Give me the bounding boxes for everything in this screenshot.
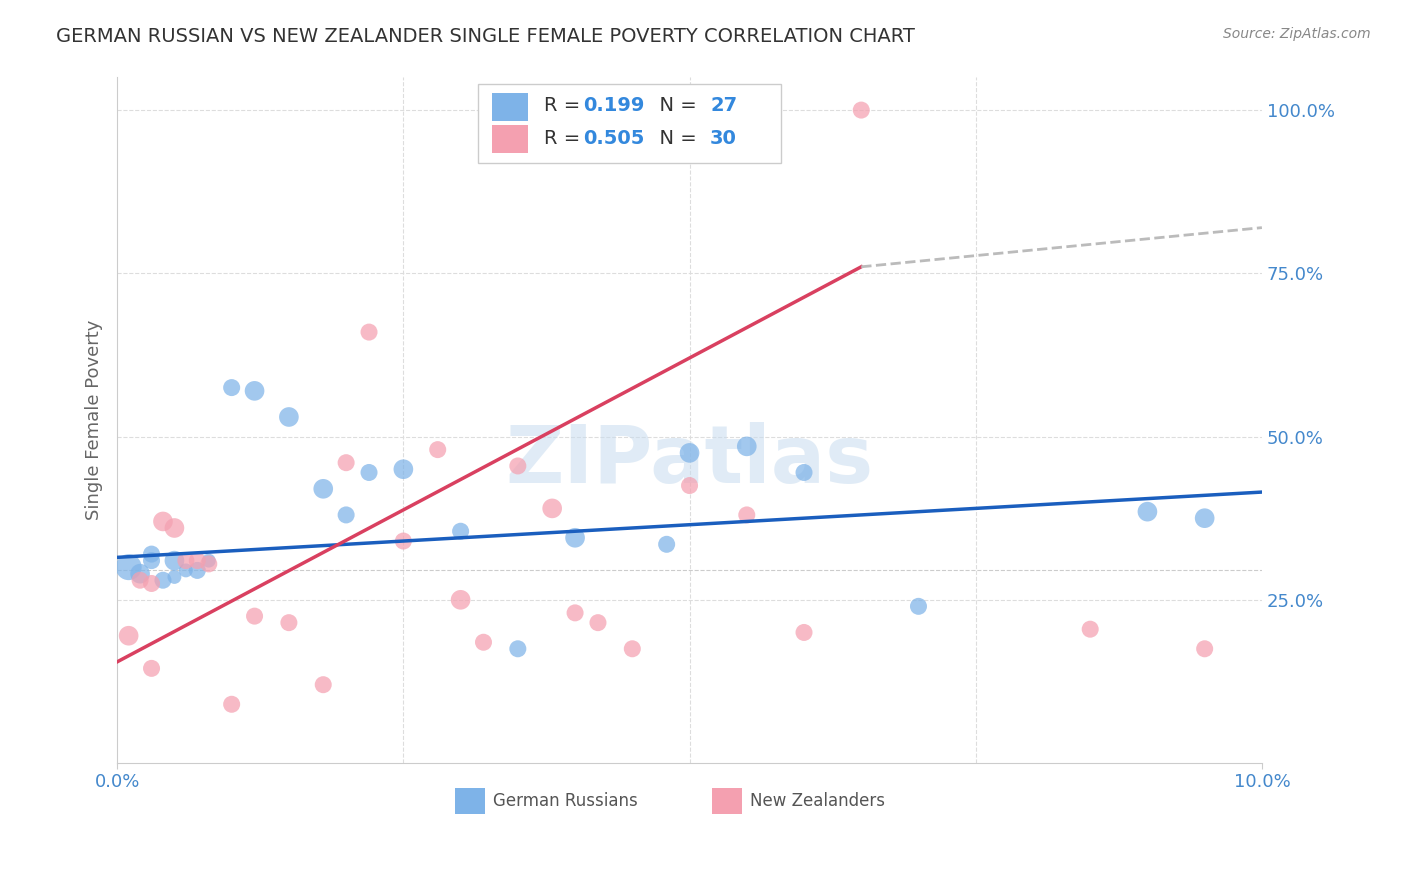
Point xyxy=(357,466,380,480)
Point xyxy=(450,592,472,607)
Y-axis label: Single Female Poverty: Single Female Poverty xyxy=(86,320,103,520)
Point xyxy=(541,501,564,516)
Point xyxy=(141,554,163,568)
Point xyxy=(141,661,163,675)
Point xyxy=(117,560,139,574)
Text: ZIPatlas: ZIPatlas xyxy=(505,423,873,500)
Point xyxy=(392,534,415,549)
Point xyxy=(174,554,197,568)
Text: Source: ZipAtlas.com: Source: ZipAtlas.com xyxy=(1223,27,1371,41)
Point xyxy=(197,554,219,568)
Point xyxy=(152,573,174,587)
Text: GERMAN RUSSIAN VS NEW ZEALANDER SINGLE FEMALE POVERTY CORRELATION CHART: GERMAN RUSSIAN VS NEW ZEALANDER SINGLE F… xyxy=(56,27,915,45)
Bar xyxy=(492,93,529,120)
Point xyxy=(506,641,529,656)
Point xyxy=(243,384,266,398)
Point xyxy=(357,325,380,339)
Text: 0.505: 0.505 xyxy=(583,129,644,148)
Point xyxy=(221,381,243,395)
Point xyxy=(277,409,299,424)
Point xyxy=(163,570,186,584)
Text: R =: R = xyxy=(544,96,586,115)
Point xyxy=(851,103,873,117)
Text: 30: 30 xyxy=(710,129,737,148)
Point xyxy=(129,573,152,587)
Bar xyxy=(456,789,485,814)
Point xyxy=(392,462,415,476)
Point xyxy=(907,599,929,614)
Bar xyxy=(713,789,742,814)
Point xyxy=(564,531,586,545)
Point xyxy=(655,537,678,551)
Point xyxy=(621,641,644,656)
Point xyxy=(221,698,243,712)
Point xyxy=(186,554,208,568)
Point xyxy=(197,557,219,571)
Point xyxy=(186,563,208,577)
Text: N =: N = xyxy=(647,96,703,115)
Point xyxy=(564,606,586,620)
Point xyxy=(793,466,815,480)
Point xyxy=(277,615,299,630)
Point xyxy=(141,576,163,591)
Point xyxy=(141,547,163,561)
Point xyxy=(450,524,472,539)
Point xyxy=(735,508,758,522)
Point xyxy=(243,609,266,624)
Point xyxy=(1194,511,1216,525)
Text: 27: 27 xyxy=(710,96,737,115)
Point xyxy=(129,566,152,581)
Point xyxy=(174,563,197,577)
Point xyxy=(735,439,758,453)
Point xyxy=(335,456,357,470)
Point xyxy=(793,625,815,640)
Point xyxy=(117,629,139,643)
Point xyxy=(163,521,186,535)
Point xyxy=(163,554,186,568)
Point xyxy=(678,478,700,492)
Text: R =: R = xyxy=(544,129,586,148)
Point xyxy=(312,482,335,496)
Point xyxy=(1078,622,1101,636)
Point xyxy=(1136,505,1159,519)
Text: 0.199: 0.199 xyxy=(583,96,644,115)
Point xyxy=(506,458,529,473)
Point xyxy=(426,442,449,457)
Point xyxy=(335,508,357,522)
Text: N =: N = xyxy=(647,129,703,148)
Point xyxy=(1194,641,1216,656)
Bar xyxy=(478,85,782,163)
Point xyxy=(472,635,495,649)
Bar xyxy=(492,126,529,153)
Text: New Zealanders: New Zealanders xyxy=(751,792,886,810)
Point xyxy=(152,515,174,529)
Point xyxy=(678,446,700,460)
Point xyxy=(312,678,335,692)
Text: German Russians: German Russians xyxy=(492,792,637,810)
Point xyxy=(586,615,609,630)
